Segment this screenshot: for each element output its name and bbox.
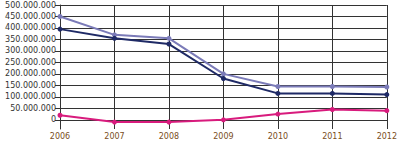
svg-text:2006: 2006	[50, 132, 70, 141]
svg-text:350.000.000: 350.000.000	[5, 35, 56, 44]
svg-text:100.000.000: 100.000.000	[5, 92, 56, 101]
svg-text:150.000.000: 150.000.000	[5, 81, 56, 90]
svg-text:400.000.000: 400.000.000	[5, 23, 56, 32]
svg-text:2009: 2009	[213, 132, 233, 141]
svg-text:200.000.000: 200.000.000	[5, 69, 56, 78]
svg-text:2008: 2008	[159, 132, 179, 141]
svg-text:2007: 2007	[104, 132, 124, 141]
svg-text:450.000.000: 450.000.000	[5, 12, 56, 21]
svg-text:300.000.000: 300.000.000	[5, 46, 56, 55]
svg-text:0: 0	[51, 115, 56, 124]
svg-text:500.000.000: 500.000.000	[5, 1, 56, 10]
svg-text:50.000.000: 50.000.000	[10, 104, 56, 113]
svg-text:2010: 2010	[268, 132, 288, 141]
svg-text:2012: 2012	[377, 132, 397, 141]
svg-text:2011: 2011	[322, 132, 342, 141]
svg-text:250.000.000: 250.000.000	[5, 58, 56, 67]
